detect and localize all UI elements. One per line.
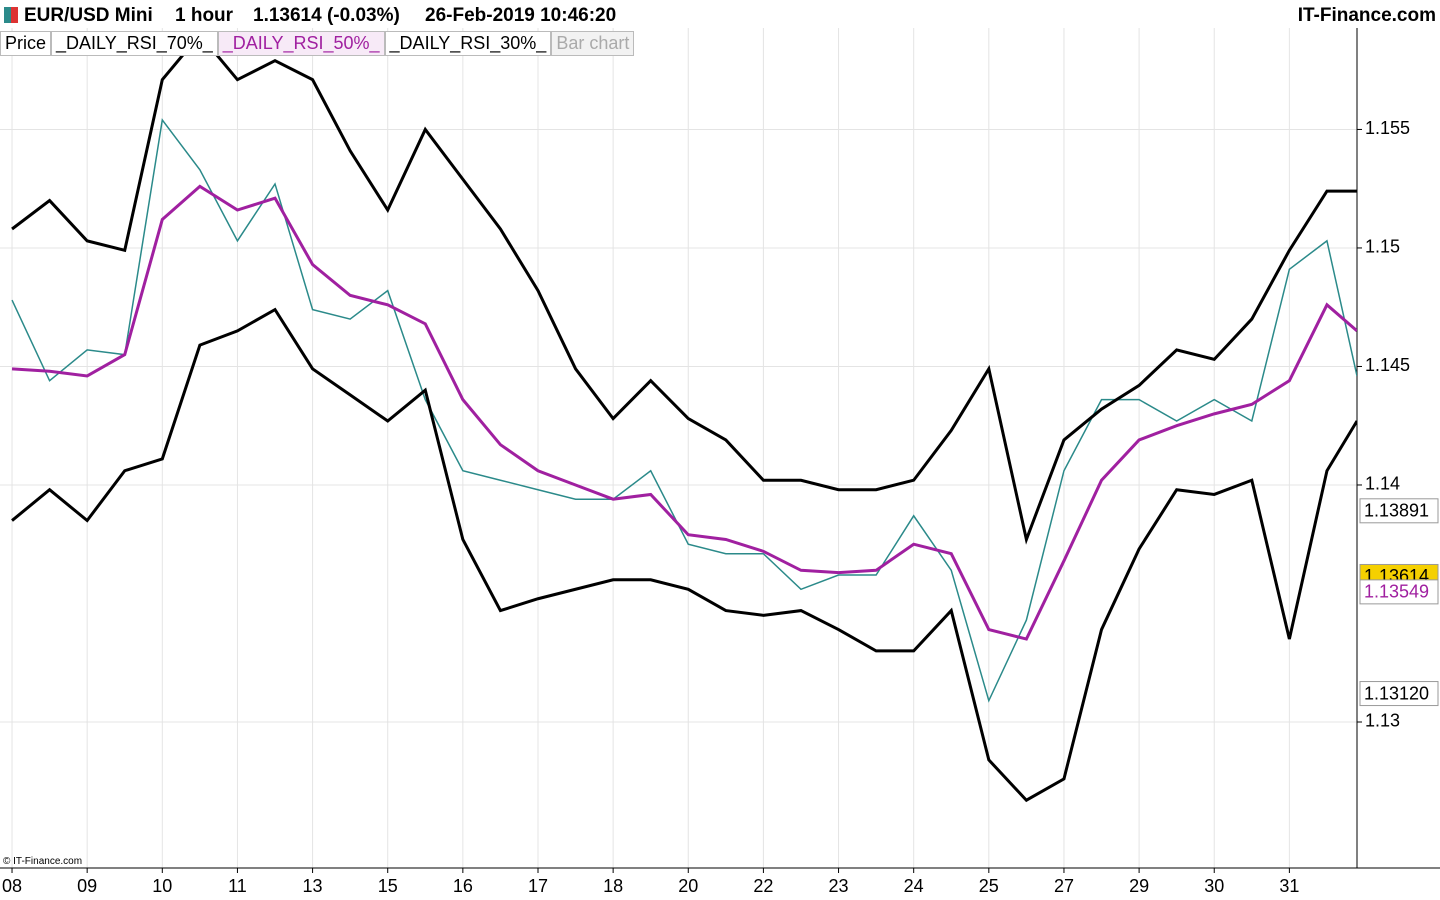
x-tick-label: 17	[528, 876, 548, 896]
price-marker-label: 1.13120	[1364, 683, 1429, 703]
legend-entry[interactable]: _DAILY_RSI_50%_	[217, 31, 385, 56]
x-tick-label: 23	[829, 876, 849, 896]
x-tick-label: 25	[979, 876, 999, 896]
timestamp: 26-Feb-2019 10:46:20	[425, 5, 617, 26]
x-tick-label: 11	[228, 876, 247, 896]
x-tick-label: 24	[904, 876, 924, 896]
price-marker-label: 1.13549	[1364, 582, 1429, 602]
price-marker	[1359, 579, 1439, 605]
y-tick-label: 1.155	[1365, 118, 1410, 138]
x-tick-label: 13	[303, 876, 323, 896]
interval: 1 hour	[175, 5, 234, 26]
x-tick-label: 16	[453, 876, 473, 896]
legend: Price _DAILY_RSI_70%_ _DAILY_RSI_50%_ _DAIL…	[0, 31, 635, 56]
brand: IT-Finance.com	[1297, 5, 1436, 26]
y-tick-label: 1.145	[1365, 355, 1410, 375]
icon	[4, 7, 18, 23]
legend-entry[interactable]: Price	[0, 31, 52, 56]
x-tick-label: 27	[1054, 876, 1074, 896]
bar-chart-button[interactable]: Bar chart	[551, 31, 635, 56]
y-tick-label: 1.15	[1365, 237, 1400, 257]
y-tick-label: 1.14	[1365, 474, 1400, 494]
x-tick-label: 08	[2, 876, 22, 896]
legend-entry[interactable]: _DAILY_RSI_70%_	[51, 31, 218, 56]
legend-entry[interactable]: _DAILY_RSI_30%_	[384, 31, 552, 56]
x-tick-label: 18	[603, 876, 623, 896]
quote: 1.13614 (-0.03%)	[253, 5, 400, 26]
price-marker-label: 1.13891	[1364, 501, 1429, 521]
x-tick-label: 20	[678, 876, 698, 896]
footer: © IT-Finance.com	[3, 856, 83, 867]
series-line	[11, 184, 1357, 641]
x-tick-label: 09	[77, 876, 97, 896]
header: EUR/USD Mini 1 hour 1.13614 (-0.03%) 26-…	[0, 0, 1440, 30]
symbol: EUR/USD Mini	[24, 5, 153, 26]
x-tick-label: 22	[753, 876, 773, 896]
x-tick-label: 15	[378, 876, 398, 896]
price-marker	[1359, 681, 1439, 707]
x-tick-label: 30	[1204, 876, 1224, 896]
x-tick-label: 10	[152, 876, 172, 896]
y-tick-label: 1.13	[1365, 711, 1400, 731]
series-line	[11, 118, 1357, 703]
price-marker	[1359, 498, 1439, 524]
series-line	[11, 32, 1357, 545]
x-tick-label: 31	[1279, 876, 1299, 896]
series-line	[11, 307, 1357, 803]
x-tick-label: 29	[1129, 876, 1149, 896]
